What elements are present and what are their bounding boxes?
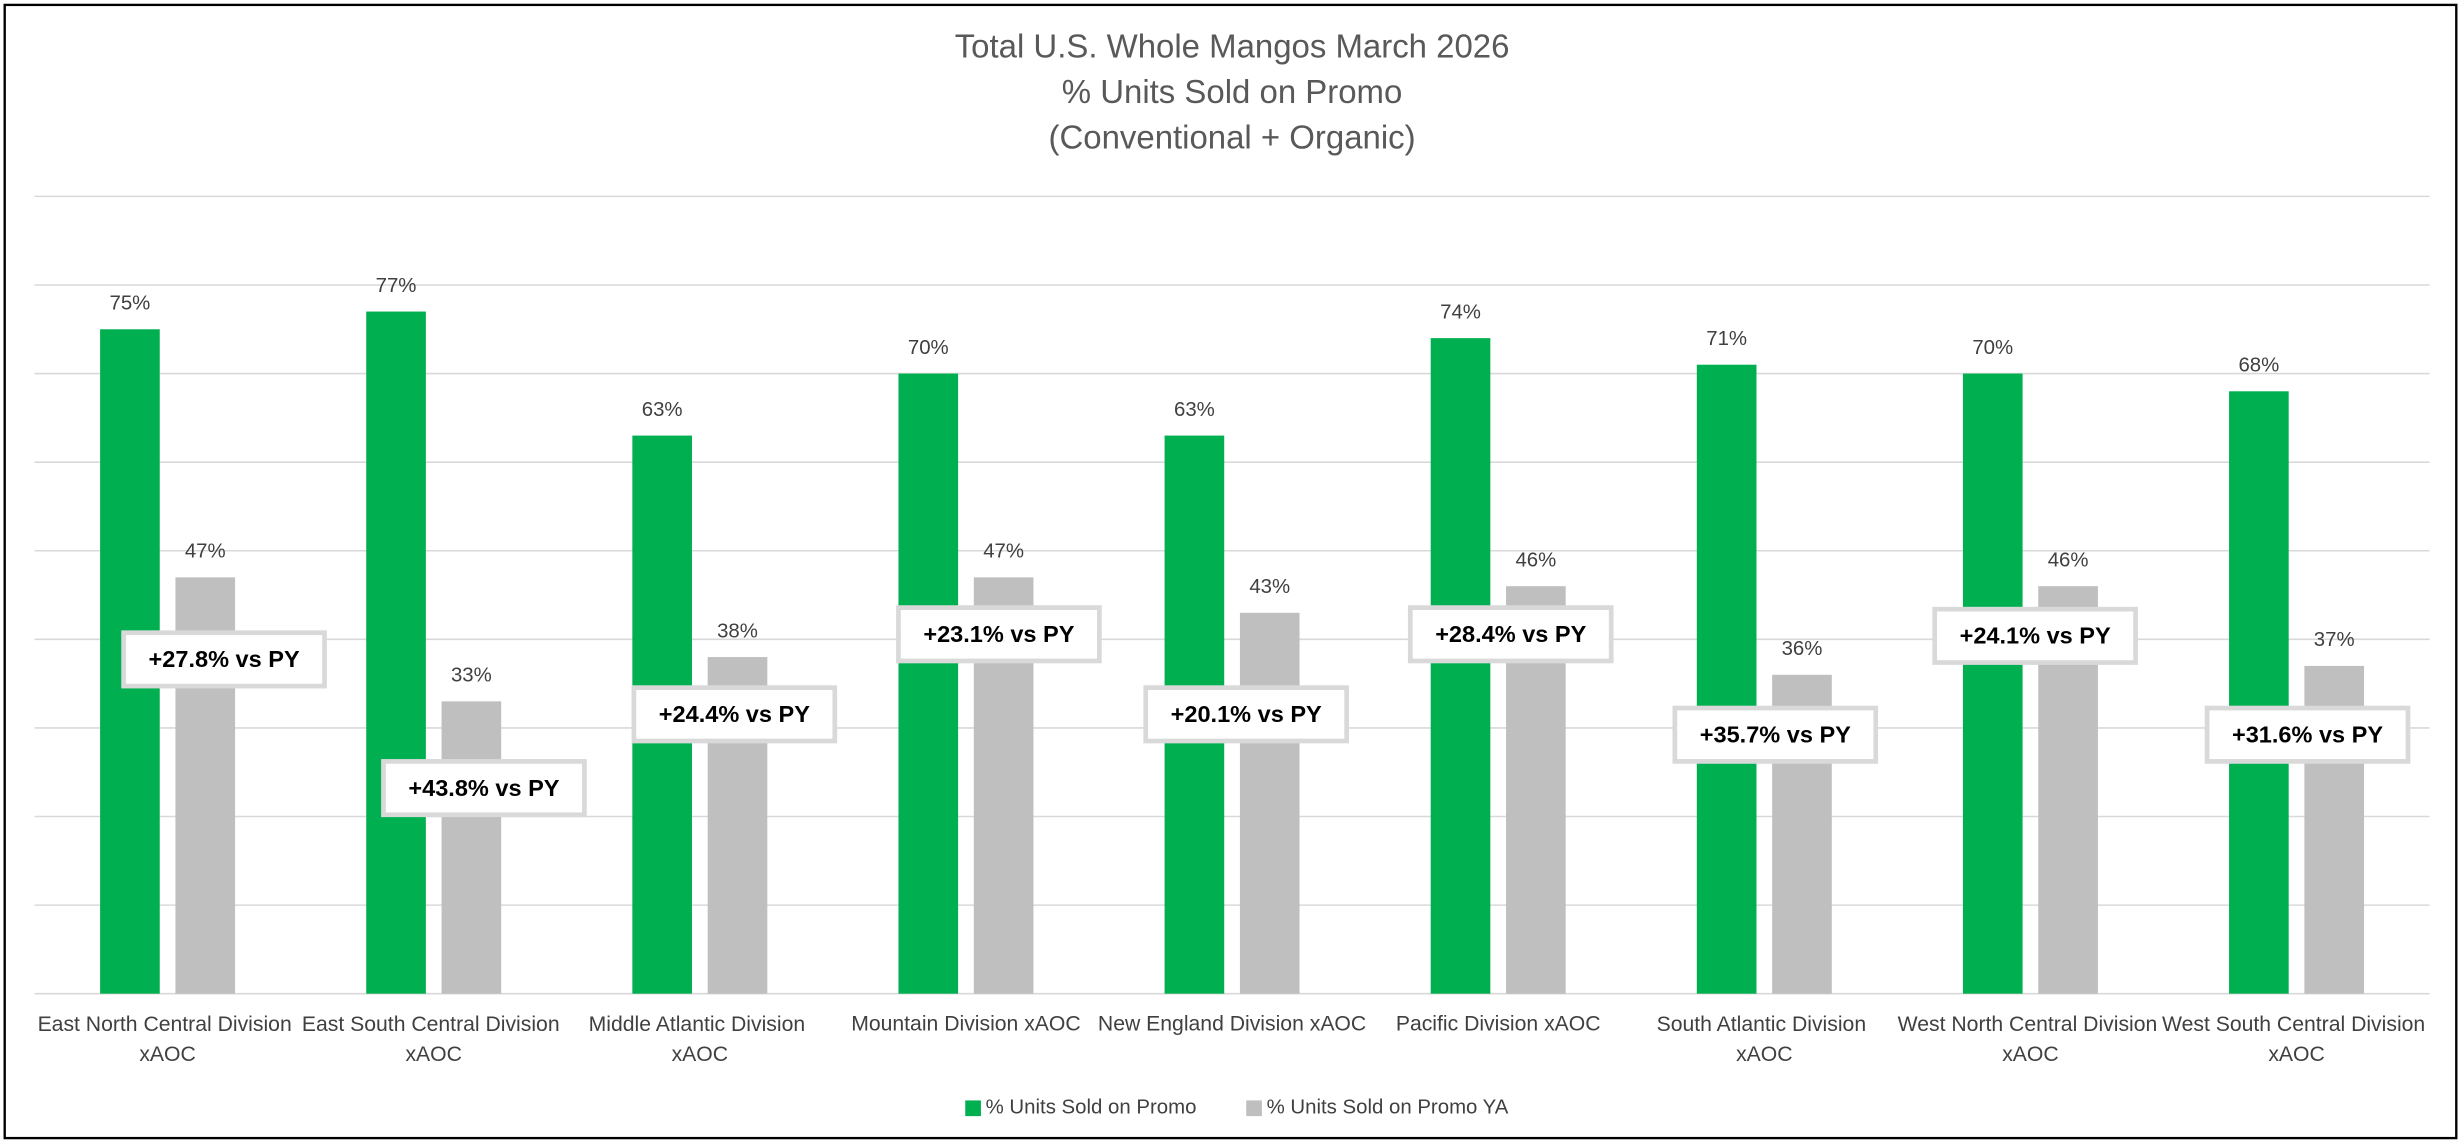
annotation-box [1932, 606, 2138, 665]
annotation: +28.4% vs PY [1435, 621, 1586, 647]
annotation: +43.8% vs PY [408, 775, 559, 801]
data-label: 74% [1440, 301, 1481, 323]
legend-swatch [965, 1100, 981, 1117]
annotation: +35.7% vs PY [1700, 722, 1851, 748]
x-tick-label: Pacific Division xAOC [1396, 1013, 1601, 1036]
annotation-box [1672, 705, 1879, 764]
data-label: 63% [642, 399, 683, 421]
legend-label: % Units Sold on Promo [986, 1097, 1197, 1119]
annotation: +23.1% vs PY [923, 621, 1074, 647]
bar [366, 311, 426, 994]
annotation: +31.6% vs PY [2232, 722, 2383, 748]
data-label: 33% [451, 665, 492, 687]
bar [1239, 612, 1300, 994]
x-tick-label: South Atlantic Division xAOC [1657, 1013, 1872, 1066]
data-label: 43% [1249, 576, 1290, 598]
x-tick-label: Middle Atlantic Division xAOC [589, 1013, 811, 1066]
annotation-box [121, 630, 327, 689]
annotation-box [381, 759, 587, 818]
bar [1962, 373, 2023, 994]
annotation-box [2204, 705, 2411, 764]
data-label: 71% [1706, 328, 1747, 350]
bar [898, 373, 959, 994]
data-label: 38% [717, 620, 758, 642]
annotation-box [631, 685, 838, 744]
x-tick-label: West South Central Division xAOC [2162, 1013, 2431, 1066]
data-label: 75% [110, 293, 151, 315]
annotation-box [1143, 685, 1349, 744]
chart-title: (Conventional + Organic) [1049, 119, 1416, 156]
chart-title: Total U.S. Whole Mangos March 2026 [955, 28, 1510, 65]
data-label: 46% [1515, 549, 1556, 571]
annotation: +24.1% vs PY [1960, 623, 2111, 649]
bar [441, 701, 502, 994]
legend-label: % Units Sold on Promo YA [1267, 1097, 1509, 1119]
annotation: +27.8% vs PY [149, 646, 300, 672]
annotation-box [896, 605, 1102, 664]
annotation: +24.4% vs PY [659, 701, 810, 727]
bar [1696, 364, 1757, 994]
x-tick-label: East North Central Division xAOC [38, 1013, 298, 1066]
x-tick-label: West North Central Division xAOC [1898, 1013, 2164, 1066]
data-label: 36% [1782, 638, 1823, 660]
data-label: 47% [185, 541, 226, 563]
x-tick-label: Mountain Division xAOC [851, 1013, 1080, 1036]
annotation: +20.1% vs PY [1171, 701, 1322, 727]
annotation-box [1407, 605, 1614, 664]
data-label: 63% [1174, 399, 1215, 421]
data-label: 47% [983, 541, 1024, 563]
x-tick-label: New England Division xAOC [1098, 1013, 1366, 1036]
data-label: 70% [1972, 337, 2013, 359]
data-label: 37% [2314, 629, 2355, 651]
data-label: 77% [376, 275, 417, 297]
data-label: 46% [2048, 549, 2089, 571]
bar [1430, 338, 1491, 994]
data-label: 68% [2238, 355, 2279, 377]
data-label: 70% [908, 337, 949, 359]
x-tick-label: East South Central Division xAOC [302, 1013, 566, 1066]
legend-swatch [1246, 1100, 1262, 1117]
chart-title: % Units Sold on Promo [1062, 73, 1403, 110]
bar [2229, 391, 2289, 994]
